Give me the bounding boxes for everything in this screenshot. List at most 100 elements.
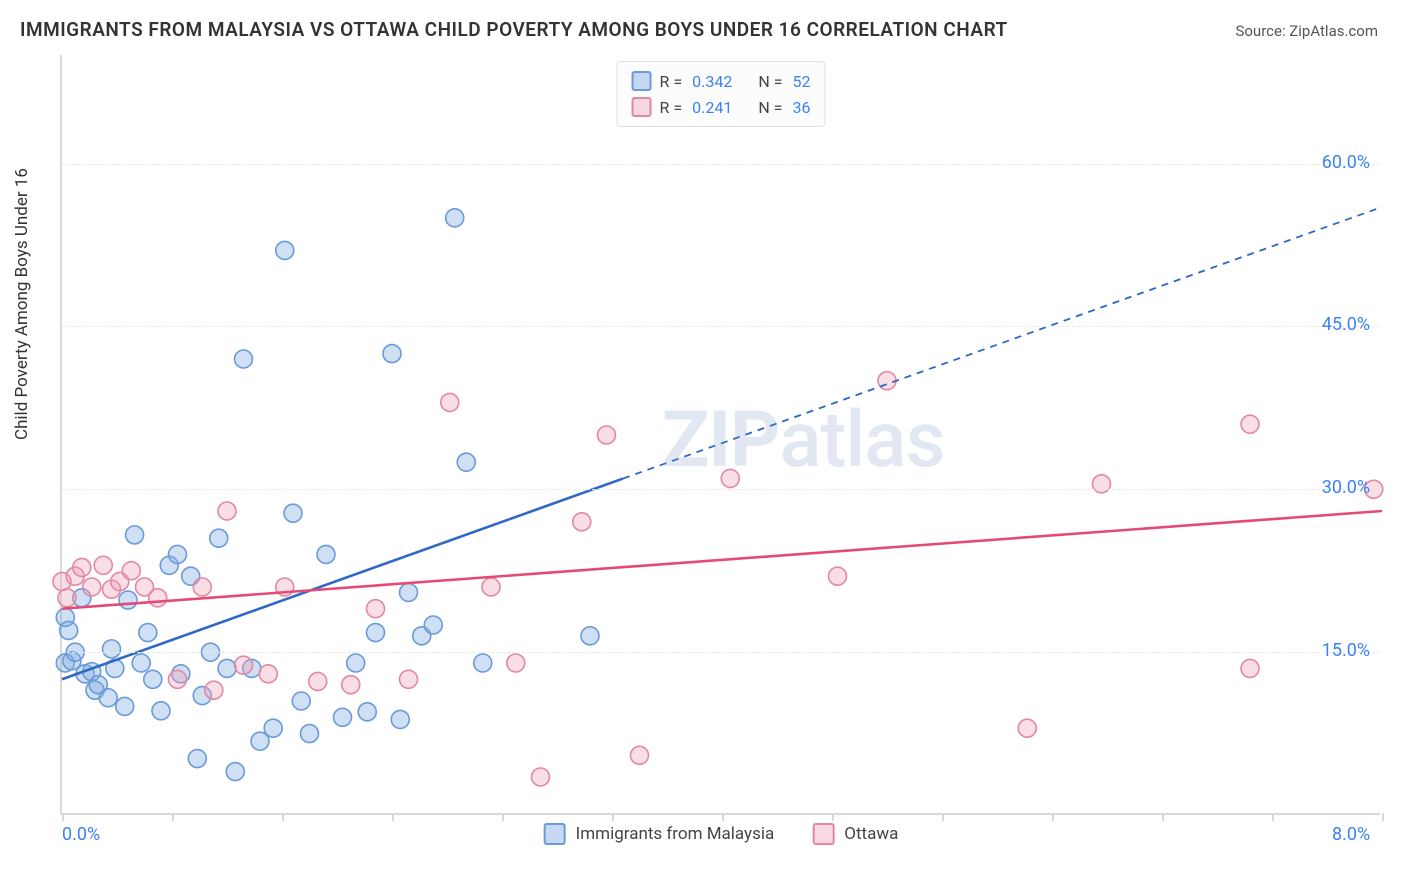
x-tick bbox=[392, 813, 394, 821]
y-axis-label: Child Poverty Among Boys Under 16 bbox=[12, 168, 32, 440]
data-point bbox=[169, 545, 187, 563]
x-tick bbox=[1052, 813, 1054, 821]
data-point bbox=[73, 558, 91, 576]
legend-stats-row-1: R = 0.241 N = 36 bbox=[632, 94, 811, 120]
data-point bbox=[58, 589, 76, 607]
data-point bbox=[235, 350, 253, 368]
legend-swatch-pink bbox=[632, 97, 652, 117]
legend-N-label: N = bbox=[758, 98, 782, 117]
gridline-h bbox=[62, 164, 1380, 165]
data-point bbox=[1241, 415, 1259, 433]
data-point bbox=[144, 670, 162, 688]
x-tick bbox=[1272, 813, 1274, 821]
data-point bbox=[598, 426, 616, 444]
data-point bbox=[94, 556, 112, 574]
gridline-h bbox=[62, 489, 1380, 490]
data-point bbox=[301, 725, 319, 743]
data-point bbox=[367, 624, 385, 642]
data-point bbox=[309, 672, 327, 690]
chart-svg bbox=[62, 55, 1380, 813]
legend-series-item-1: Ottawa bbox=[812, 823, 898, 845]
y-tick-label: 60.0% bbox=[1322, 152, 1370, 173]
data-point bbox=[226, 763, 244, 781]
data-point bbox=[218, 502, 236, 520]
data-point bbox=[1018, 719, 1036, 737]
data-point bbox=[152, 702, 170, 720]
data-point bbox=[292, 692, 310, 710]
data-point bbox=[581, 627, 599, 645]
legend-R-label: R = bbox=[660, 98, 683, 117]
data-point bbox=[474, 654, 492, 672]
legend-stats-row-0: R = 0.342 N = 52 bbox=[632, 68, 811, 94]
x-tick bbox=[612, 813, 614, 821]
legend-N-value-0: 52 bbox=[792, 72, 810, 91]
data-point bbox=[441, 393, 459, 411]
data-point bbox=[119, 591, 137, 609]
legend-series-label-0: Immigrants from Malaysia bbox=[576, 824, 775, 844]
x-tick bbox=[1382, 813, 1384, 821]
gridline-h bbox=[62, 652, 1380, 653]
data-point bbox=[391, 710, 409, 728]
legend-N-value-1: 36 bbox=[792, 98, 810, 117]
data-point bbox=[358, 703, 376, 721]
data-point bbox=[218, 659, 236, 677]
legend-series-item-0: Immigrants from Malaysia bbox=[544, 823, 775, 845]
data-point bbox=[400, 670, 418, 688]
data-point bbox=[103, 640, 121, 658]
data-point bbox=[83, 578, 101, 596]
data-point bbox=[400, 583, 418, 601]
data-point bbox=[334, 708, 352, 726]
legend-swatch-pink bbox=[812, 823, 834, 845]
data-point bbox=[1241, 659, 1259, 677]
x-tick bbox=[502, 813, 504, 821]
data-point bbox=[122, 562, 140, 580]
legend-swatch-blue bbox=[632, 71, 652, 91]
x-tick bbox=[832, 813, 834, 821]
source-label: Source: ZipAtlas.com bbox=[1235, 22, 1378, 40]
data-point bbox=[721, 469, 739, 487]
data-point bbox=[235, 656, 253, 674]
data-point bbox=[532, 768, 550, 786]
data-point bbox=[169, 670, 187, 688]
data-point bbox=[210, 529, 228, 547]
regression-line-dashed bbox=[623, 207, 1382, 479]
legend-series-label-1: Ottawa bbox=[844, 824, 898, 844]
data-point bbox=[367, 600, 385, 618]
data-point bbox=[631, 746, 649, 764]
data-point bbox=[126, 526, 144, 544]
x-tick bbox=[722, 813, 724, 821]
data-point bbox=[507, 654, 525, 672]
data-point bbox=[276, 241, 294, 259]
data-point bbox=[284, 504, 302, 522]
x-tick-label: 0.0% bbox=[62, 824, 100, 845]
data-point bbox=[457, 453, 475, 471]
legend-R-value-0: 0.342 bbox=[692, 72, 732, 91]
data-point bbox=[482, 578, 500, 596]
x-tick bbox=[62, 813, 64, 821]
data-point bbox=[188, 750, 206, 768]
data-point bbox=[99, 689, 117, 707]
data-point bbox=[116, 697, 134, 715]
data-point bbox=[149, 589, 167, 607]
y-tick-label: 15.0% bbox=[1322, 640, 1370, 661]
regression-line-solid bbox=[62, 511, 1382, 609]
y-tick-label: 45.0% bbox=[1322, 314, 1370, 335]
legend-stats: R = 0.342 N = 52 R = 0.241 N = 36 bbox=[617, 61, 826, 127]
legend-swatch-blue bbox=[544, 823, 566, 845]
data-point bbox=[132, 654, 150, 672]
data-point bbox=[383, 345, 401, 363]
data-point bbox=[60, 621, 78, 639]
x-tick-label: 8.0% bbox=[1332, 824, 1370, 845]
x-tick bbox=[1162, 813, 1164, 821]
x-tick bbox=[282, 813, 284, 821]
legend-series: Immigrants from Malaysia Ottawa bbox=[544, 823, 899, 845]
data-point bbox=[259, 665, 277, 683]
data-point bbox=[317, 545, 335, 563]
data-point bbox=[264, 719, 282, 737]
data-point bbox=[446, 209, 464, 227]
x-tick bbox=[942, 813, 944, 821]
data-point bbox=[424, 616, 442, 634]
legend-R-value-1: 0.241 bbox=[692, 98, 732, 117]
x-tick bbox=[172, 813, 174, 821]
data-point bbox=[205, 681, 223, 699]
